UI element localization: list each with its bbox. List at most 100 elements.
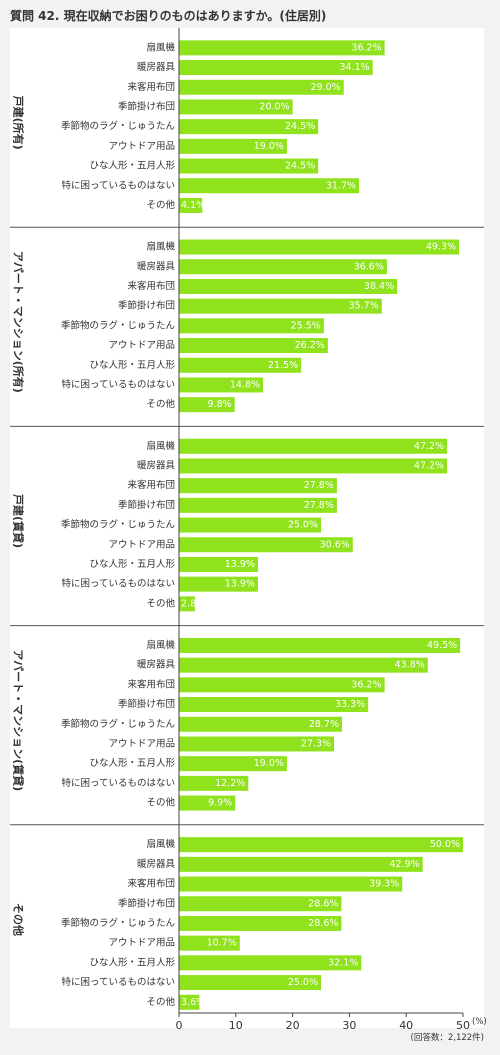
- bar: [179, 60, 373, 76]
- bar: [179, 837, 463, 853]
- data-label: 38.4%: [364, 281, 394, 292]
- category-label: 季節物のラグ・じゅうたん: [61, 718, 175, 730]
- data-label: 36.6%: [354, 261, 384, 272]
- category-label: ひな人形・五月人形: [89, 160, 175, 172]
- bar: [179, 239, 460, 255]
- data-label: 32.1%: [328, 957, 358, 968]
- group-label: その他: [12, 903, 26, 936]
- category-label: 暖房器具: [137, 260, 176, 272]
- category-label: 季節物のラグ・じゅうたん: [61, 917, 175, 929]
- category-label: 特に困っているものはない: [61, 578, 175, 590]
- bar: [179, 40, 385, 56]
- bar: [179, 79, 344, 95]
- data-label: 3.6%: [181, 997, 205, 1008]
- category-label: 扇風機: [146, 440, 175, 452]
- bar: [179, 915, 342, 931]
- data-label: 12.2%: [215, 778, 245, 789]
- category-label: 季節掛け布団: [118, 499, 175, 511]
- data-label: 47.2%: [414, 460, 444, 471]
- data-label: 10.7%: [207, 938, 237, 949]
- category-label: その他: [146, 597, 175, 609]
- bar: [179, 458, 448, 474]
- category-label: 季節物のラグ・じゅうたん: [61, 519, 175, 531]
- x-tick-label: 20: [286, 1019, 300, 1032]
- data-label: 13.9%: [225, 559, 255, 570]
- bar: [179, 994, 200, 1010]
- category-label: アウトドア用品: [108, 340, 175, 351]
- category-label: 来客用布団: [127, 479, 175, 491]
- bar: [179, 397, 235, 413]
- x-tick-label: 50: [456, 1019, 470, 1032]
- data-label: 25.0%: [288, 520, 318, 531]
- category-label: 扇風機: [146, 41, 175, 53]
- data-label: 24.5%: [285, 161, 315, 172]
- bar: [179, 278, 398, 294]
- data-label: 36.2%: [351, 42, 381, 53]
- category-label: 来客用布団: [127, 280, 175, 292]
- group-label: 戸建(賃貸): [12, 494, 26, 548]
- category-label: 暖房器具: [137, 659, 176, 671]
- x-tick-label: 40: [399, 1019, 413, 1032]
- category-label: 季節掛け布団: [118, 100, 175, 112]
- category-label: 特に困っているものはない: [61, 777, 175, 789]
- plot-area: 戸建(所有) 扇風機 36.2% 暖房器具 34.1% 来客用布団 29.0% 季節掛け布団 2…: [10, 28, 484, 1032]
- bar: [179, 975, 321, 991]
- data-label: 20.0%: [259, 101, 289, 112]
- category-label: 来客用布団: [127, 678, 175, 690]
- bar: [179, 158, 319, 174]
- data-label: 27.3%: [301, 738, 331, 749]
- category-label: 特に困っているものはない: [61, 976, 175, 988]
- data-label: 39.3%: [369, 879, 399, 890]
- bar: [179, 756, 287, 772]
- category-label: 暖房器具: [137, 459, 176, 471]
- bar: [179, 338, 328, 354]
- group-label: アパート・マンション(賃貸): [12, 649, 26, 791]
- bar: [179, 657, 428, 673]
- category-label: 季節物のラグ・じゅうたん: [61, 319, 175, 331]
- bar: [179, 517, 321, 533]
- category-label: 特に困っているものはない: [61, 378, 175, 390]
- bar: [179, 576, 258, 592]
- data-label: 42.9%: [389, 859, 419, 870]
- category-label: 特に困っているものはない: [61, 179, 175, 191]
- data-label: 29.0%: [311, 82, 341, 93]
- data-label: 35.7%: [349, 301, 379, 312]
- bar: [179, 677, 385, 693]
- category-label: アウトドア用品: [108, 938, 175, 949]
- bar: [179, 197, 203, 213]
- group-label: 戸建(所有): [12, 96, 26, 150]
- data-label: 47.2%: [414, 441, 444, 452]
- data-label: 9.8%: [208, 399, 232, 410]
- data-label: 19.0%: [254, 141, 284, 152]
- bar: [179, 556, 258, 572]
- data-label: 43.8%: [395, 660, 425, 671]
- category-label: その他: [146, 199, 175, 211]
- data-label: 25.0%: [288, 977, 318, 988]
- data-label: 26.2%: [295, 340, 325, 351]
- bar: [179, 138, 287, 154]
- bar: [179, 876, 403, 892]
- bar: [179, 775, 249, 791]
- data-label: 49.3%: [426, 242, 456, 253]
- data-label: 49.5%: [427, 640, 457, 651]
- x-tick-label: 0: [176, 1019, 183, 1032]
- category-label: ひな人形・五月人形: [89, 558, 175, 570]
- data-label: 28.6%: [308, 918, 338, 929]
- data-label: 34.1%: [340, 62, 370, 73]
- bar: [179, 596, 195, 612]
- bar: [179, 697, 369, 713]
- bar: [179, 736, 335, 752]
- bar: [179, 99, 293, 115]
- bar: [179, 716, 343, 732]
- bar: [179, 259, 387, 275]
- bar: [179, 318, 324, 334]
- category-label: ひな人形・五月人形: [89, 956, 175, 968]
- category-label: 季節掛け布団: [118, 897, 175, 909]
- category-label: アウトドア用品: [108, 539, 175, 550]
- bar: [179, 119, 319, 135]
- bar: [179, 478, 337, 494]
- data-label: 9.9%: [208, 798, 232, 809]
- x-tick-label: 10: [229, 1019, 243, 1032]
- bar: [179, 178, 360, 194]
- bar: [179, 955, 362, 971]
